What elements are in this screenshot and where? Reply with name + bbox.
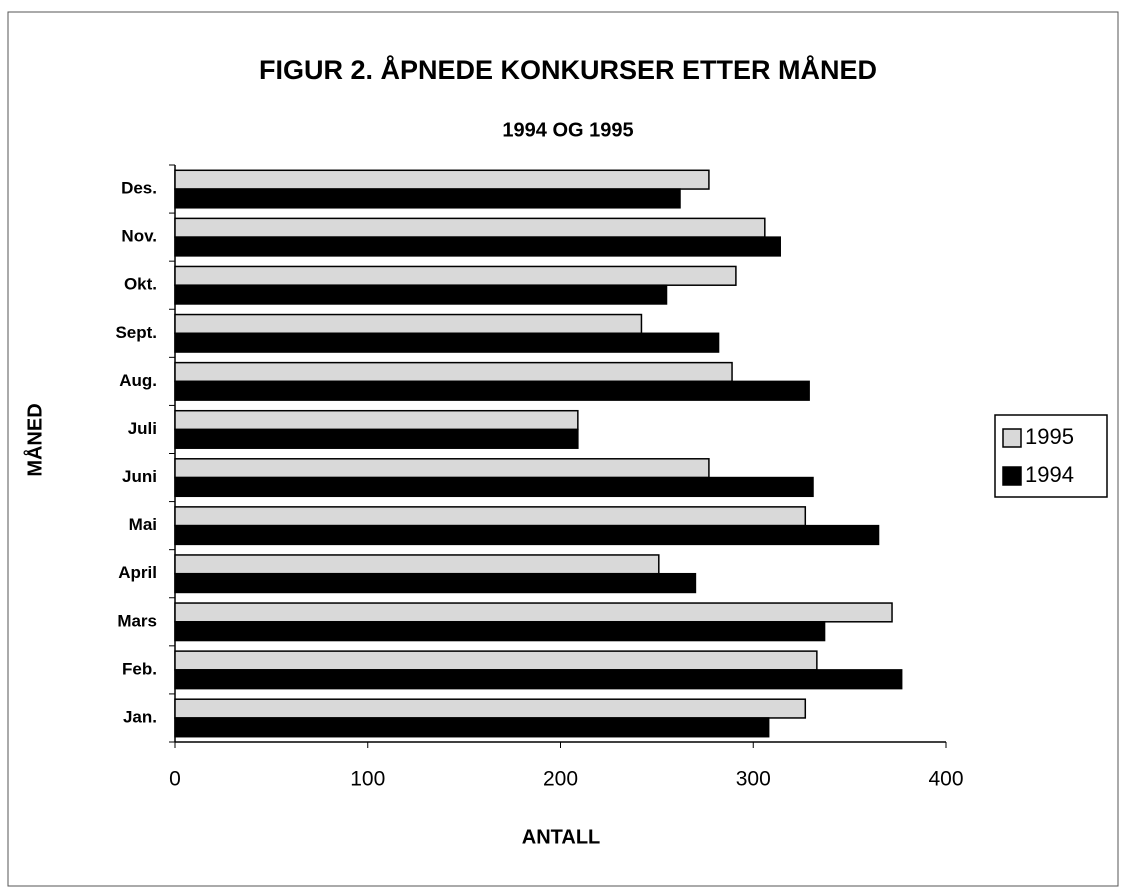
bar — [174, 524, 880, 546]
bar — [174, 621, 826, 642]
bar — [174, 332, 720, 353]
y-tick-label: Juli — [128, 419, 157, 438]
y-tick-label: Mai — [129, 515, 157, 534]
x-tick-label: 300 — [736, 768, 771, 791]
frame — [7, 11, 1119, 887]
bar — [174, 554, 660, 575]
bar — [174, 602, 893, 623]
bar — [174, 169, 710, 190]
bar — [174, 698, 807, 719]
bar — [174, 380, 810, 401]
bar — [174, 217, 766, 238]
y-tick-label: Nov. — [121, 227, 157, 246]
chart-title: FIGUR 2. ÅPNEDE KONKURSER ETTER MÅNED — [259, 54, 877, 85]
y-tick-label: Aug. — [119, 371, 157, 390]
bar — [174, 428, 579, 449]
y-tick-label: Feb. — [122, 659, 157, 678]
y-tick-label: April — [118, 563, 157, 582]
y-tick-label: Okt. — [124, 275, 157, 294]
y-axis-label: MÅNED — [22, 403, 46, 476]
bar — [174, 284, 668, 305]
legend-swatch — [1002, 428, 1022, 448]
legend-swatch — [1002, 466, 1022, 486]
bar — [174, 188, 681, 209]
chart-subtitle: 1994 OG 1995 — [502, 119, 633, 141]
y-tick-label: Des. — [121, 179, 157, 198]
bar — [174, 313, 643, 335]
x-tick-label: 0 — [169, 768, 181, 791]
bar — [174, 458, 710, 479]
bar — [174, 669, 903, 690]
x-tick-label: 100 — [350, 768, 385, 791]
bar — [174, 717, 770, 738]
y-tick-label: Juni — [122, 467, 157, 486]
bar — [174, 572, 697, 594]
x-tick-label: 200 — [543, 768, 578, 791]
bar — [174, 236, 781, 257]
x-axis-label: ANTALL — [522, 826, 601, 848]
bar — [174, 650, 818, 671]
y-tick-label: Sept. — [115, 323, 157, 342]
bar — [174, 361, 733, 383]
y-tick-label: Jan. — [123, 707, 157, 726]
legend-label: 1995 — [1025, 424, 1074, 449]
bar — [174, 265, 737, 286]
y-tick-label: Mars — [117, 611, 157, 630]
legend-label: 1994 — [1025, 462, 1074, 487]
bar — [174, 476, 814, 498]
x-tick-label: 400 — [928, 768, 963, 791]
bar — [174, 506, 807, 527]
bar — [174, 409, 579, 431]
